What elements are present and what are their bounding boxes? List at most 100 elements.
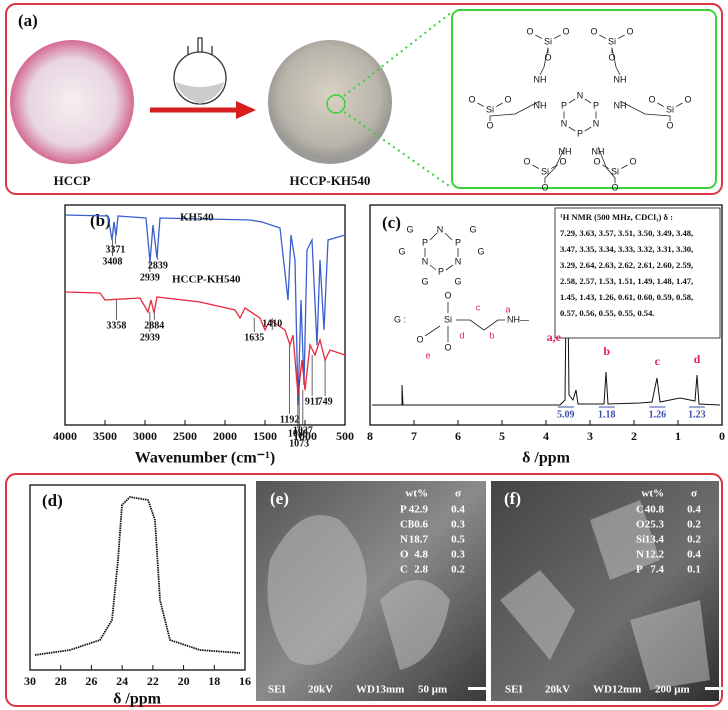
atom-label: NH (592, 146, 605, 156)
table-cell: 40.8 (645, 504, 665, 516)
bond (615, 66, 621, 76)
table-cell: 13.4 (645, 534, 665, 546)
atom-label: O (608, 52, 615, 62)
sem-texture (500, 500, 710, 690)
scale-bar (468, 687, 486, 690)
atom-label: O (444, 342, 451, 352)
bond (483, 319, 499, 331)
bond (554, 34, 561, 39)
bond (445, 264, 454, 271)
bond (514, 100, 541, 115)
bond (657, 102, 664, 107)
scale-bar (705, 687, 723, 690)
atom-label: O (523, 156, 530, 166)
nmr-curve (34, 496, 241, 656)
nmr-shift-line: 3.47, 3.35, 3.34, 3.33, 3.32, 3.31, 3.30… (560, 244, 693, 254)
x-tick-label: 26 (85, 674, 97, 688)
atom-label: O (626, 26, 633, 36)
atom-label: N (577, 90, 584, 100)
atom-label: P (422, 237, 428, 247)
panel-label: (f) (504, 489, 521, 508)
peak-label: 1027 (293, 425, 313, 436)
table-cell: Si (636, 534, 645, 546)
atom-label: NH (614, 100, 627, 110)
sem-footer: SEI (505, 684, 523, 696)
hccp-photo (10, 40, 134, 164)
x-tick-label: 1500 (253, 429, 277, 443)
series-name: KH540 (180, 212, 214, 224)
arrow-head (236, 101, 256, 119)
bond (568, 126, 576, 132)
table-cell: 0.3 (451, 519, 465, 531)
x-tick-label: 7 (411, 429, 417, 443)
x-tick-label: 1 (675, 429, 681, 443)
x-tick-label: 24 (116, 674, 128, 688)
atom-label: Si (486, 104, 494, 114)
peak-label: 911 (305, 396, 319, 407)
bond (568, 98, 576, 104)
integral: 1.26 (649, 409, 667, 420)
sem-footer: 200 μm (655, 684, 690, 696)
atom-label: O (416, 334, 423, 344)
table-header: σ (691, 488, 697, 500)
peak-label: 3358 (106, 320, 126, 331)
atom-label: O (593, 156, 600, 166)
table-header: wt% (405, 488, 428, 500)
spectrum-curve (64, 214, 346, 406)
x-tick-label: 20 (178, 674, 190, 688)
bond (429, 264, 437, 271)
peak-label: d (694, 352, 701, 366)
table-cell: 0.5 (451, 534, 465, 546)
bond (444, 232, 453, 241)
zoom-line (343, 11, 453, 97)
bond (621, 164, 628, 169)
table-cell: O (400, 549, 409, 561)
bond (599, 34, 606, 39)
table-cell: 4.8 (414, 549, 428, 561)
product-photo (268, 40, 392, 164)
peak-label: a,e (547, 330, 562, 344)
atom-label: N (437, 224, 444, 234)
chain-label: c (476, 302, 481, 312)
peak-label: 3408 (102, 256, 122, 267)
bond (584, 126, 592, 132)
peak-label: b (603, 344, 610, 358)
bond (496, 102, 503, 107)
table-cell: 30.6 (409, 519, 429, 531)
atom-label: O (629, 156, 636, 166)
x-tick-label: 22 (147, 674, 159, 688)
peak-label: 1635 (244, 332, 264, 343)
bond (602, 164, 609, 169)
x-tick-label: 3000 (133, 429, 157, 443)
atom-label: NH (614, 74, 627, 84)
x-tick-label: 0 (719, 429, 725, 443)
atom-label: G (477, 246, 484, 256)
atom-label: Si (611, 166, 619, 176)
integral: 1.23 (688, 409, 706, 420)
table-cell: 0.4 (687, 504, 701, 516)
x-tick-label: 500 (336, 429, 354, 443)
atom-label: P (593, 100, 599, 110)
peak-label: 2939 (140, 332, 160, 343)
panel-a-frame (5, 3, 723, 195)
x-tick-label: 4000 (53, 429, 77, 443)
atom-label: O (559, 156, 566, 166)
sem-footer: WD12mm (593, 684, 641, 696)
table-cell: 0.2 (687, 519, 701, 531)
table-cell: 0.2 (451, 564, 465, 576)
atom-label: O (504, 94, 511, 104)
x-tick-label: 30 (24, 674, 36, 688)
panel-label: (d) (42, 491, 63, 510)
atom-label: G (421, 276, 428, 286)
integral: 5.09 (557, 409, 575, 420)
x-tick-label: 2500 (173, 429, 197, 443)
table-cell: C (636, 504, 644, 516)
peak-label: 1073 (289, 438, 309, 449)
panel-def-frame (5, 473, 723, 707)
peak-label: 2884 (144, 320, 164, 331)
atom-label: G (469, 224, 476, 234)
bond (469, 319, 485, 331)
x-tick-label: 18 (208, 674, 220, 688)
